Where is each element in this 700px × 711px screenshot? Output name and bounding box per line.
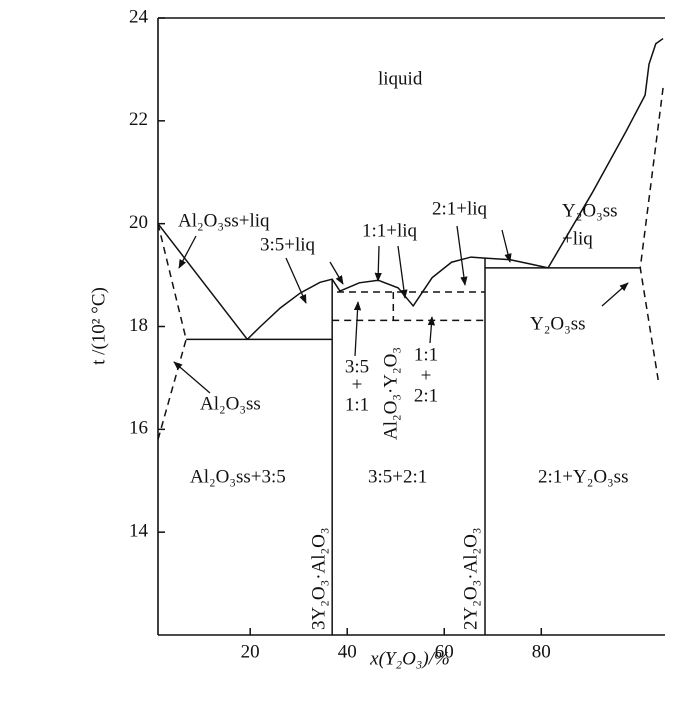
- axes: [157, 17, 665, 636]
- arrows: [173, 225, 629, 394]
- label: Al₂O₃ss+3:5: [190, 466, 286, 487]
- x-axis-label: x(Y₂O₃)/%: [369, 648, 450, 669]
- x-tick-label: 60: [435, 641, 454, 662]
- y-tick-label: 14: [129, 521, 149, 542]
- y-tick-label: 16: [129, 418, 148, 439]
- label: +: [352, 374, 363, 395]
- label: Y₂O₃ss: [530, 313, 585, 334]
- label: 2:1+liq: [432, 198, 488, 219]
- arrow: [397, 245, 408, 299]
- label: +: [421, 365, 432, 386]
- phase-boundary: [639, 87, 664, 381]
- y-tick-label: 18: [129, 315, 148, 336]
- arrow: [353, 301, 362, 357]
- phase-boundary: [157, 223, 248, 340]
- label: liquid: [378, 68, 423, 89]
- label: 3:5+2:1: [368, 466, 427, 487]
- arrow: [178, 235, 197, 269]
- label: 1:1: [414, 344, 438, 365]
- y-axis-label: t /(10² °C): [88, 287, 109, 365]
- arrow: [173, 361, 211, 394]
- x-tick-label: 40: [338, 641, 357, 662]
- label: 3Y₂O₃·Al₂O₃: [308, 528, 329, 631]
- label: 3:5+liq: [260, 234, 316, 255]
- label: Al₂O₃ss: [200, 393, 261, 414]
- phase-boundary: [246, 37, 664, 340]
- arrow: [456, 225, 468, 286]
- label: Al₂O₃·Y₂O₃: [380, 347, 401, 440]
- arrow: [374, 245, 382, 282]
- x-tick-label: 20: [241, 641, 260, 662]
- label: 2Y₂O₃·Al₂O₃: [460, 528, 481, 631]
- y-tick-label: 24: [129, 6, 149, 27]
- arrow: [501, 229, 512, 263]
- y-tick-label: 22: [129, 109, 148, 130]
- y-tick-label: 20: [129, 212, 148, 233]
- arrow: [285, 257, 307, 304]
- phase-boundary: [157, 223, 187, 440]
- label: Al₂O₃ss+liq: [178, 210, 270, 231]
- label: +liq: [562, 228, 593, 249]
- arrow: [601, 282, 629, 307]
- label: 2:1: [414, 385, 438, 406]
- label: 1:1: [345, 394, 369, 415]
- label: 2:1+Y₂O₃ss: [538, 466, 628, 487]
- label: 1:1+liq: [362, 220, 418, 241]
- region-labels: liquid Al₂O₃ss+liq 3:5+liq 1:1+liq 2:1+l…: [178, 68, 628, 630]
- arrow: [427, 316, 436, 344]
- label: 3:5: [345, 356, 369, 377]
- label: Y₂O₃ss: [562, 200, 617, 221]
- x-tick-label: 80: [532, 641, 551, 662]
- arrow: [329, 261, 344, 285]
